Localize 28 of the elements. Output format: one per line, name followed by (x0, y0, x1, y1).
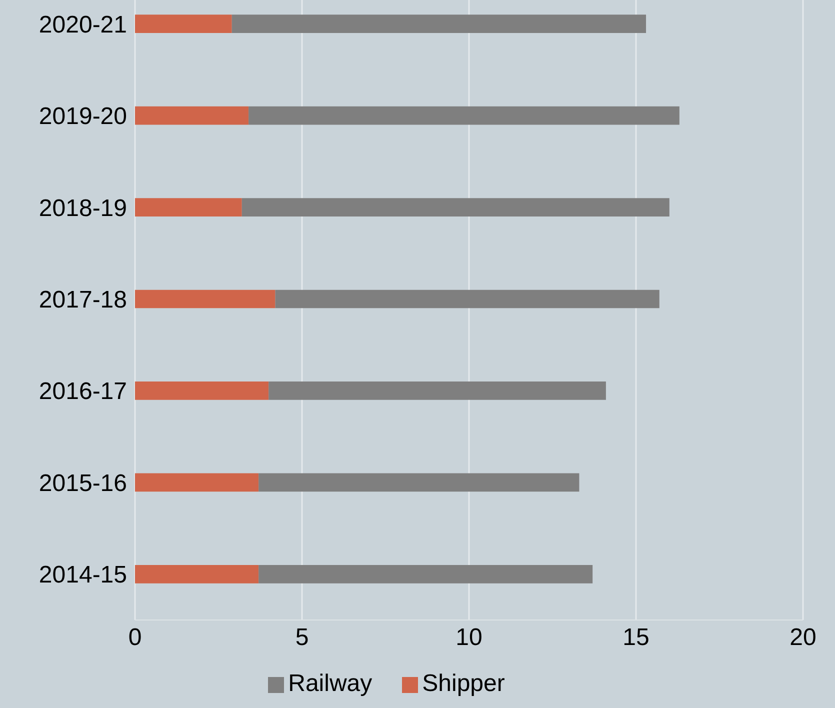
bar (268, 382, 606, 400)
bar (135, 198, 242, 216)
bar (135, 290, 276, 308)
bar (135, 382, 269, 400)
x-tick-label: 10 (456, 624, 482, 652)
x-tick-label: 0 (128, 624, 142, 652)
bar (135, 106, 249, 125)
bar (258, 564, 593, 584)
legend-label: Railway (288, 670, 372, 697)
y-tick-label: 2020-21 (38, 11, 127, 38)
y-tick-label: 2016-17 (38, 378, 127, 406)
bar (258, 473, 580, 492)
bar (248, 106, 680, 125)
y-tick-label: 2014-15 (38, 562, 127, 589)
x-tick-label: 20 (790, 624, 816, 652)
y-tick-label: 2019-20 (38, 103, 127, 130)
x-tick-label: 5 (295, 624, 309, 652)
bar (232, 14, 646, 34)
bar (242, 198, 670, 216)
bar (275, 290, 660, 308)
y-tick-label: 2018-19 (38, 194, 127, 222)
bar (135, 14, 232, 34)
y-tick-label: 2017-18 (38, 286, 127, 314)
bar (135, 473, 259, 492)
x-tick-label: 15 (622, 624, 650, 652)
y-tick-label: 2015-16 (38, 470, 127, 497)
legend-label: Shipper (422, 670, 505, 697)
bar (135, 564, 259, 584)
